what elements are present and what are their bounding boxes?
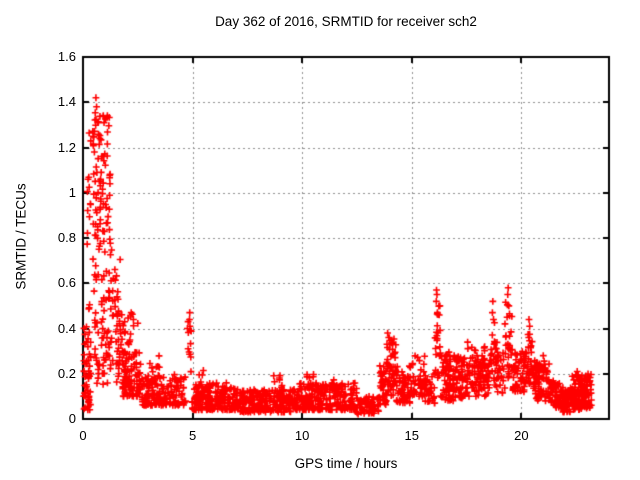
y-tick-label: 1.2 bbox=[57, 139, 76, 155]
y-tick-label: 0.2 bbox=[57, 365, 76, 381]
y-tick-label: 0.8 bbox=[57, 230, 76, 245]
x-tick-label: 5 bbox=[188, 428, 197, 443]
x-axis-label: GPS time / hours bbox=[294, 456, 398, 471]
y-tick-label: 1.6 bbox=[57, 49, 76, 64]
x-tick-label: 15 bbox=[404, 428, 419, 443]
chart-title: Day 362 of 2016, SRMTID for receiver sch… bbox=[215, 14, 477, 29]
x-tick-label: 0 bbox=[79, 428, 87, 443]
y-tick-label: 1 bbox=[68, 184, 76, 200]
x-tick-label: 20 bbox=[514, 428, 529, 443]
y-tick-label: 0 bbox=[68, 411, 76, 426]
x-tick-label: 10 bbox=[294, 428, 310, 443]
y-tick-label: 0.4 bbox=[57, 320, 76, 336]
y-tick-label: 0.6 bbox=[57, 275, 76, 291]
y-tick-label: 1.4 bbox=[57, 94, 76, 110]
